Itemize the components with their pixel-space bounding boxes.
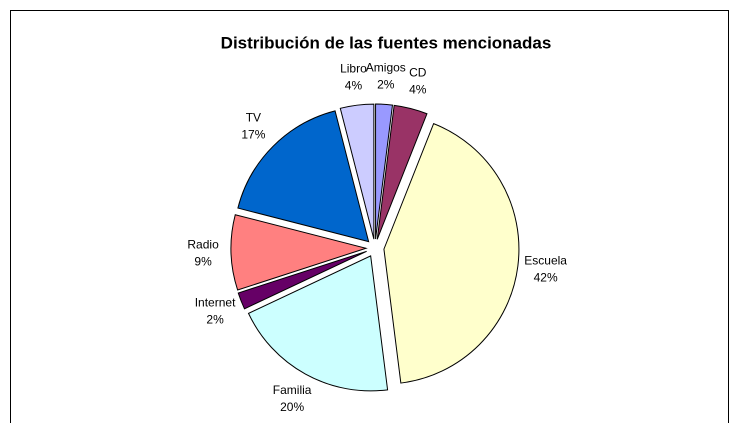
slice-label: CD <box>409 66 427 80</box>
slice-value-label: 9% <box>194 255 212 269</box>
slice-label: Escuela <box>524 254 567 268</box>
pie-slice <box>375 103 394 240</box>
slice-label: Amigos <box>366 61 406 75</box>
slice-value-label: 2% <box>377 78 395 92</box>
slice-label: TV <box>246 111 261 125</box>
pie-slice <box>247 255 389 392</box>
slice-label: Libro <box>340 62 367 76</box>
slice-value-label: 4% <box>345 79 363 93</box>
slice-label: Internet <box>195 295 236 309</box>
pie-slice <box>376 104 428 240</box>
slice-label: Radio <box>187 238 219 252</box>
pie-slice <box>230 214 368 291</box>
slice-value-label: 17% <box>241 128 265 142</box>
slice-value-label: 42% <box>534 271 558 285</box>
slice-value-label: 20% <box>280 400 304 414</box>
pie-slice <box>237 110 370 243</box>
pie-slice <box>383 122 520 384</box>
pie-slice <box>339 103 375 240</box>
slice-value-label: 4% <box>409 83 427 97</box>
pie-slice <box>237 250 367 310</box>
slice-value-label: 2% <box>206 312 224 326</box>
chart-title: Distribución de las fuentes mencionadas <box>221 33 552 52</box>
slice-label: Familia <box>273 383 312 397</box>
